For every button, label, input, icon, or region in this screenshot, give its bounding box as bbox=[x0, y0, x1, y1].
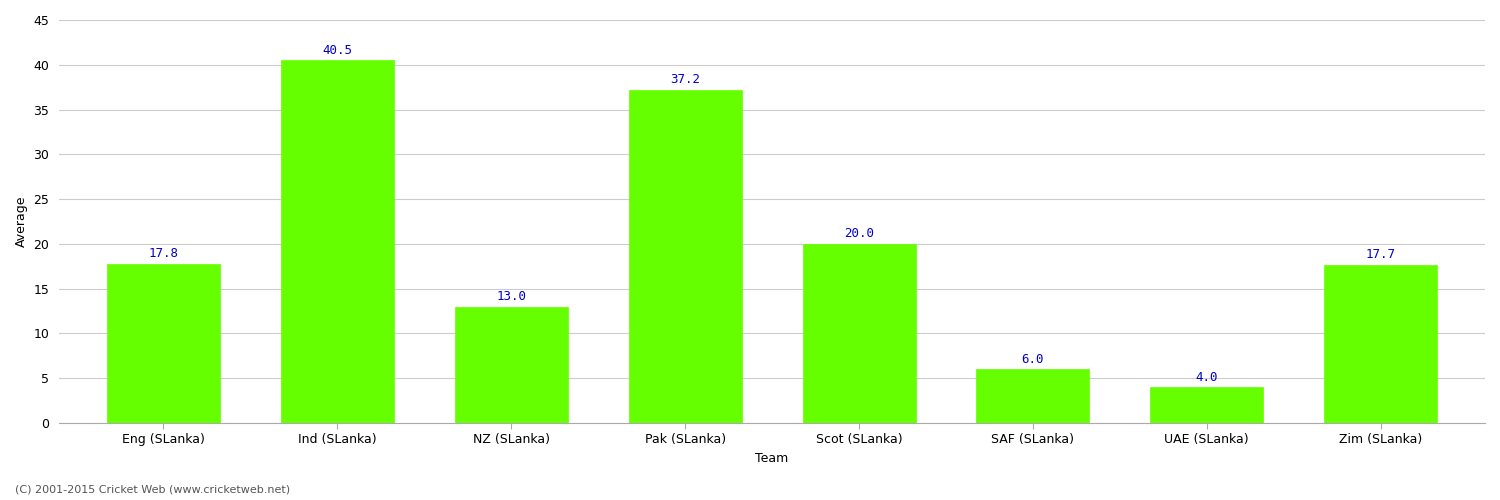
X-axis label: Team: Team bbox=[756, 452, 789, 465]
Bar bbox=[976, 370, 1089, 423]
Bar bbox=[1324, 264, 1437, 423]
Text: 20.0: 20.0 bbox=[844, 228, 874, 240]
Bar bbox=[106, 264, 220, 423]
Bar bbox=[454, 306, 568, 423]
Text: 40.5: 40.5 bbox=[322, 44, 352, 57]
Text: 17.7: 17.7 bbox=[1365, 248, 1395, 261]
Bar bbox=[1150, 387, 1263, 423]
Text: 4.0: 4.0 bbox=[1196, 370, 1218, 384]
Bar bbox=[802, 244, 915, 423]
Text: 17.8: 17.8 bbox=[148, 247, 178, 260]
Text: (C) 2001-2015 Cricket Web (www.cricketweb.net): (C) 2001-2015 Cricket Web (www.cricketwe… bbox=[15, 485, 290, 495]
Bar bbox=[280, 60, 394, 423]
Text: 37.2: 37.2 bbox=[670, 74, 700, 86]
Bar bbox=[628, 90, 741, 423]
Text: 13.0: 13.0 bbox=[496, 290, 526, 303]
Y-axis label: Average: Average bbox=[15, 196, 28, 248]
Text: 6.0: 6.0 bbox=[1022, 352, 1044, 366]
